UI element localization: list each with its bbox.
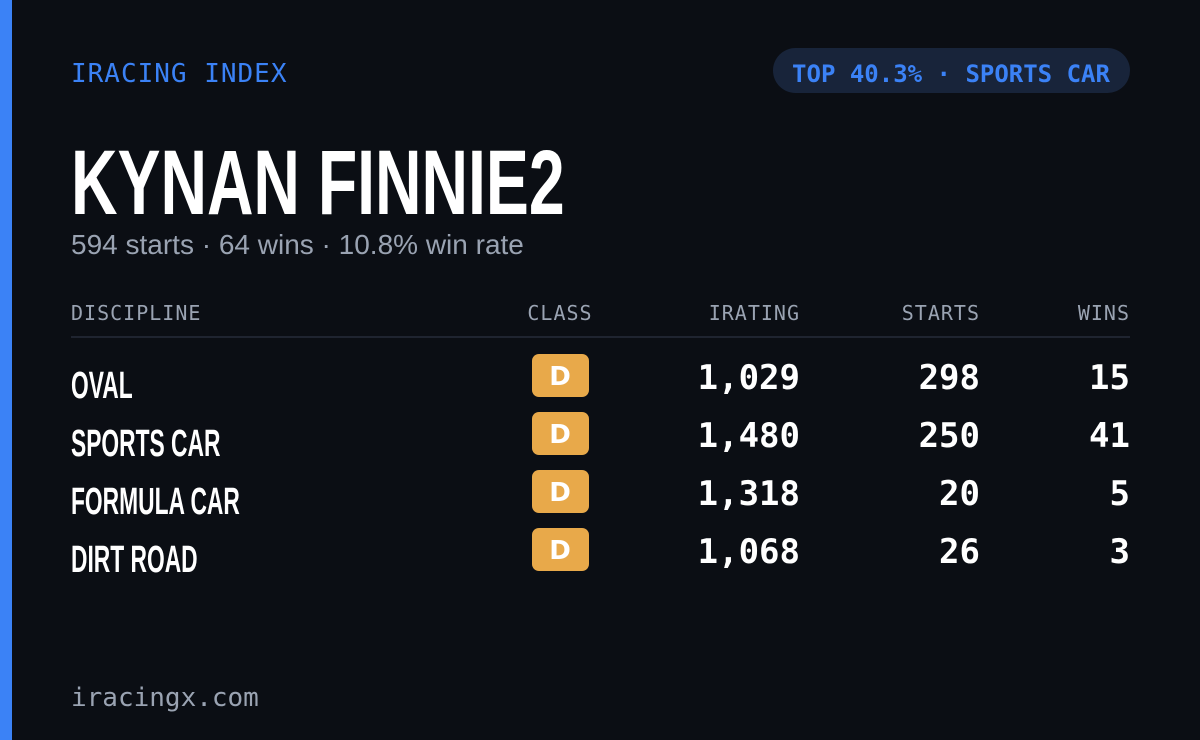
discipline: SPORTS CAR bbox=[71, 422, 220, 464]
starts: 298 bbox=[919, 358, 980, 398]
wins: 15 bbox=[1089, 358, 1130, 398]
irating: 1,029 bbox=[698, 358, 800, 398]
class-badge bbox=[532, 354, 589, 397]
rank-badge-text: TOP 40.3% · SPORTS CAR bbox=[792, 60, 1110, 88]
footer-site: iracingx.com bbox=[71, 683, 259, 713]
column-header: DISCIPLINE bbox=[71, 301, 201, 325]
discipline-group: SPORTS CAR bbox=[71, 422, 220, 464]
column-header: IRATING bbox=[709, 301, 800, 325]
driver-name-group: KYNAN FINNIE2 bbox=[71, 131, 565, 234]
discipline: FORMULA CAR bbox=[71, 480, 240, 522]
rank-badge bbox=[773, 48, 1130, 93]
discipline: OVAL bbox=[71, 364, 133, 406]
irating: 1,480 bbox=[698, 416, 800, 456]
discipline-group: FORMULA CAR bbox=[71, 480, 240, 522]
irating: 1,068 bbox=[698, 532, 800, 572]
accent-strip bbox=[0, 0, 12, 740]
brand-label: IRACING INDEX bbox=[71, 59, 288, 89]
class-letter: D bbox=[549, 362, 571, 392]
class-letter: D bbox=[549, 420, 571, 450]
discipline-group: DIRT ROAD bbox=[71, 538, 198, 580]
class-letter: D bbox=[549, 478, 571, 508]
discipline: DIRT ROAD bbox=[71, 538, 198, 580]
driver-summary: 594 starts · 64 wins · 10.8% win rate bbox=[71, 229, 524, 260]
class-badge bbox=[532, 412, 589, 455]
table-row: OVAL D 1,029 298 15 bbox=[71, 354, 1130, 406]
table-body: OVAL D 1,029 298 15 SPORTS CAR D 1,480 250 41 FORM… bbox=[71, 354, 1130, 580]
irating: 1,318 bbox=[698, 474, 800, 514]
starts: 26 bbox=[939, 532, 980, 572]
column-header: STARTS bbox=[902, 301, 980, 325]
table-header: DISCIPLINE CLASS IRATING STARTS WINS bbox=[71, 301, 1130, 325]
column-header: WINS bbox=[1078, 301, 1130, 325]
class-letter: D bbox=[549, 536, 571, 566]
class-badge bbox=[532, 470, 589, 513]
wins: 41 bbox=[1089, 416, 1130, 456]
class-badge bbox=[532, 528, 589, 571]
column-header: CLASS bbox=[527, 301, 592, 325]
driver-name: KYNAN FINNIE2 bbox=[71, 131, 565, 234]
wins: 5 bbox=[1110, 474, 1130, 514]
wins: 3 bbox=[1110, 532, 1130, 572]
discipline-group: OVAL bbox=[71, 364, 133, 406]
starts: 250 bbox=[919, 416, 980, 456]
table-row: DIRT ROAD D 1,068 26 3 bbox=[71, 528, 1130, 580]
table-row: FORMULA CAR D 1,318 20 5 bbox=[71, 470, 1130, 522]
table-row: SPORTS CAR D 1,480 250 41 bbox=[71, 412, 1130, 464]
starts: 20 bbox=[939, 474, 980, 514]
